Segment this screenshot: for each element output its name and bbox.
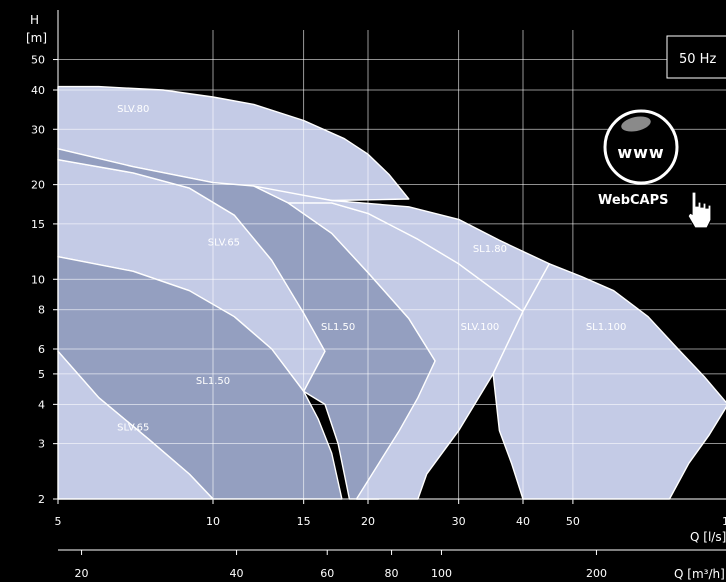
x-tick-label: 40 — [516, 515, 530, 528]
x-secondary-tick-label: 20 — [75, 567, 89, 580]
y-tick-label: 15 — [31, 218, 45, 231]
globe-highlight-icon — [621, 116, 651, 132]
y-tick-label: 6 — [38, 343, 45, 356]
region-label: SLV.100 — [461, 322, 500, 333]
y-tick-label: 50 — [31, 54, 45, 67]
y-tick-label: 30 — [31, 123, 45, 136]
region-label: SL1.100 — [586, 322, 627, 333]
curve-regions — [57, 85, 726, 500]
frequency-badge-label: 50 Hz — [679, 52, 716, 67]
x-secondary-tick-label: 200 — [586, 567, 607, 580]
webcaps-link[interactable]: www WebCAPS — [598, 109, 712, 229]
region-label: SL1.50 — [196, 376, 230, 387]
x-tick-label: 30 — [452, 515, 466, 528]
x-secondary-tick-label: 100 — [431, 567, 452, 580]
x-axis-title: Q [l/s] — [690, 530, 726, 544]
y-tick-label: 2 — [38, 493, 45, 506]
region-sl1-80-4 — [253, 185, 550, 313]
region-label: SL1.50 — [321, 322, 355, 333]
y-tick-label: 5 — [38, 368, 45, 381]
region-label: SLV.80 — [117, 104, 149, 115]
y-axis-title-unit: [m] — [26, 31, 47, 45]
y-tick-label: 10 — [31, 273, 45, 286]
x-tick-label: 15 — [297, 515, 311, 528]
webcaps-globe-text: www — [617, 143, 664, 162]
x-secondary-tick-label: 80 — [385, 567, 399, 580]
region-label: SL1.80 — [473, 244, 507, 255]
region-sl1-100-5 — [492, 263, 726, 500]
x-secondary-tick-label: 60 — [320, 567, 334, 580]
region-label: SLV.65 — [208, 238, 240, 249]
x-tick-label: 10 — [206, 515, 220, 528]
y-axis-title-h: H — [30, 13, 39, 27]
y-tick-label: 20 — [31, 179, 45, 192]
x-tick-label: 5 — [55, 515, 62, 528]
axes: 2 3 4 5 6 8 10 15 20 30 40 50 5 10 15 20 30 40 50 1 20 40 60 80… — [31, 10, 726, 580]
x-secondary-tick-label: 40 — [230, 567, 244, 580]
x-axis-secondary-title: Q [m³/h] — [674, 567, 725, 581]
y-tick-label: 40 — [31, 84, 45, 97]
frequency-badge — [666, 35, 726, 79]
y-tick-label: 8 — [38, 304, 45, 317]
hand-cursor-icon — [687, 191, 712, 229]
x-tick-label-edge: 1 — [722, 515, 726, 528]
webcaps-label: WebCAPS — [598, 193, 669, 208]
x-tick-label: 50 — [566, 515, 580, 528]
grid-lines — [57, 30, 726, 500]
region-label: SLV.65 — [117, 423, 149, 434]
y-tick-label: 4 — [38, 398, 45, 411]
region-labels: SLV.80 SLV.65 SL1.50 SLV.100 SL1.80 SL1.100 SL… — [117, 104, 626, 433]
x-tick-label: 20 — [361, 515, 375, 528]
y-tick-label: 3 — [38, 438, 45, 451]
